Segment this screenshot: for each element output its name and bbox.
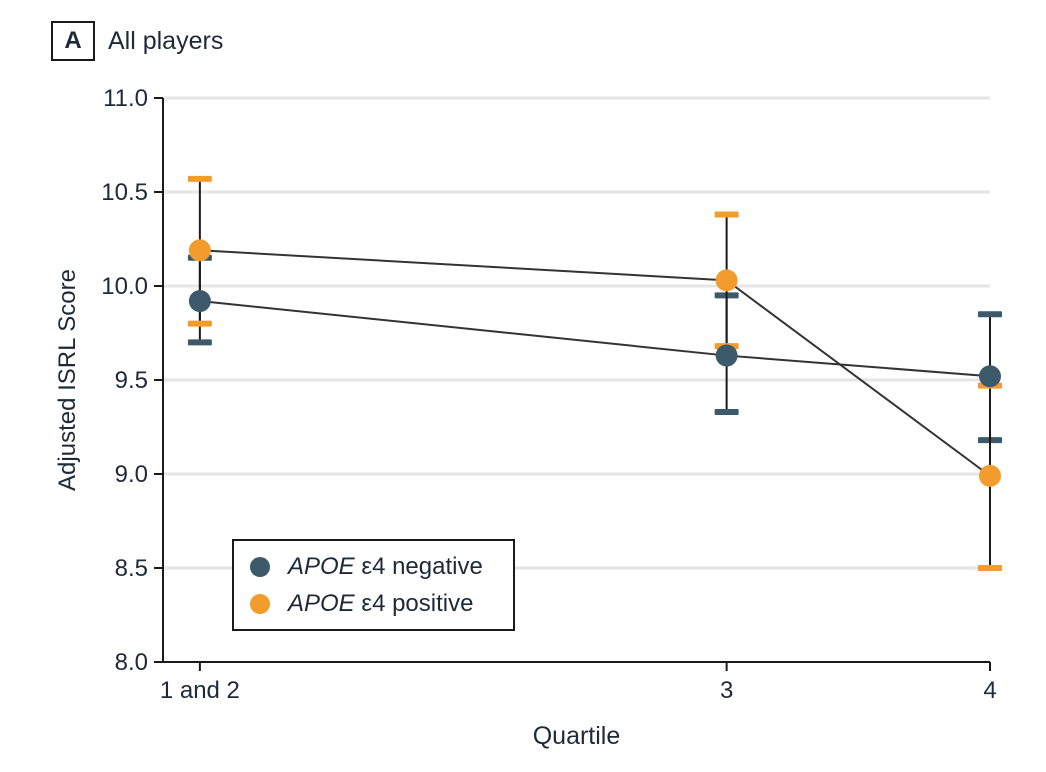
x-axis-title: Quartile (532, 722, 621, 750)
series-line (199, 300, 991, 378)
error-bar-cap (714, 408, 739, 415)
y-tick-label: 10.5 (101, 179, 148, 206)
error-bar-cap (978, 565, 1002, 571)
panel-header: A All players (51, 21, 223, 61)
legend-marker-negative-icon (250, 556, 270, 577)
legend-item-apoe-positive: APOE ε4 positive (250, 590, 513, 618)
x-tick-label: 1 and 2 (160, 677, 240, 704)
chart-title: All players (108, 26, 224, 55)
data-point (715, 269, 738, 292)
legend-label-negative: APOE ε4 negative (288, 552, 483, 580)
y-axis-title: Adjusted ISRL Score (54, 269, 81, 491)
series-line (199, 249, 991, 477)
legend-marker-positive-icon (250, 593, 270, 614)
error-bar-cap (187, 339, 212, 346)
data-point (979, 464, 1001, 487)
panel-label-badge: A (51, 21, 95, 61)
x-tick-label: 4 (983, 677, 996, 704)
error-bar-cap (187, 320, 212, 327)
y-tick-label: 8.5 (115, 555, 148, 582)
error-bar-cap (978, 311, 1002, 318)
data-point (715, 344, 738, 367)
legend-label-positive: APOE ε4 positive (288, 589, 474, 617)
legend-item-apoe-negative: APOE ε4 negative (250, 553, 513, 581)
y-tick-label: 10.0 (101, 273, 148, 300)
y-tick-label: 9.0 (115, 461, 148, 488)
data-point (979, 365, 1001, 388)
y-tick-label: 11.0 (103, 85, 148, 112)
legend: APOE ε4 negative APOE ε4 positive (232, 539, 515, 631)
y-tick-label: 8.0 (115, 649, 148, 676)
data-point (188, 290, 211, 313)
error-bar-cap (714, 211, 739, 218)
error-bar-cap (187, 175, 212, 182)
panel-label: A (64, 27, 82, 54)
x-tick-label: 3 (720, 677, 733, 704)
y-tick-label: 9.5 (115, 367, 148, 394)
data-point (188, 239, 211, 262)
